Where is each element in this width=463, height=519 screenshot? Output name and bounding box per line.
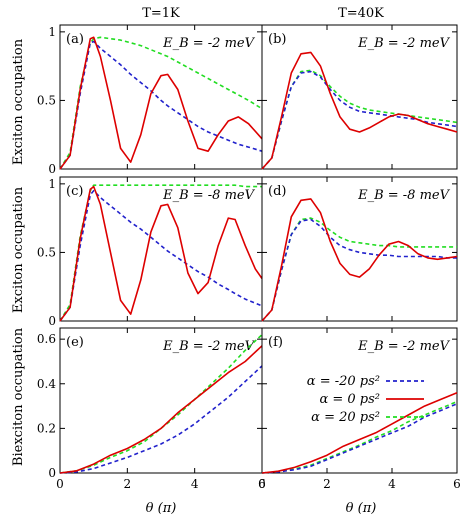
legend-label: α = 0 ps²: [319, 392, 380, 407]
xtick-label: 0: [258, 477, 266, 491]
ytick-label: 1: [48, 177, 56, 191]
xtick-label: 4: [388, 477, 396, 491]
binding-energy-label: E_B = -2 meV: [357, 36, 451, 51]
ytick-label: 0.6: [37, 332, 56, 346]
ytick-label: 0: [48, 314, 56, 328]
xtick-label: 0: [56, 477, 64, 491]
series-line-2: [59, 334, 263, 474]
ylabel-row-2: Exciton occupation: [11, 186, 26, 313]
series-line-2: [59, 36, 263, 170]
ytick-label: 0: [48, 466, 56, 480]
panel-frame: [261, 24, 458, 170]
series-line-1: [261, 51, 458, 170]
series-line-1: [59, 345, 263, 474]
panel-c: 0 0.5 1 (c) E_B = -8 meV: [37, 176, 263, 328]
column-title-40k: T=40K: [338, 6, 384, 21]
xlabel-left: θ (π): [146, 501, 177, 516]
binding-energy-label: E_B = -2 meV: [162, 339, 256, 354]
series-line-1: [261, 391, 458, 474]
xlabel-right: θ (π): [346, 501, 377, 516]
series-line-2: [261, 69, 458, 170]
panel-label: (e): [66, 335, 84, 350]
series-line-0: [261, 218, 457, 322]
xtick-label: 6: [258, 477, 266, 491]
panel-label: (d): [268, 184, 286, 199]
legend: α = -20 ps² α = 0 ps² α = 20 ps²: [307, 374, 424, 425]
series-line-0: [261, 70, 458, 170]
ytick-label: 0.2: [37, 421, 56, 435]
ytick-label: 0.5: [37, 93, 56, 107]
panel-frame: [261, 176, 458, 322]
binding-energy-label: E_B = -8 meV: [357, 188, 451, 203]
binding-energy-label: E_B = -2 meV: [357, 339, 451, 354]
xtick-label: 6: [453, 477, 461, 491]
series-line-1: [59, 185, 263, 322]
series-line-0: [59, 40, 263, 170]
xtick-label: 2: [124, 477, 132, 491]
series-line-0: [59, 189, 263, 322]
series-line-1: [59, 36, 263, 170]
column-title-1k: T=1K: [142, 6, 180, 21]
panel-a: 0 0.5 1 (a) E_B = -2 meV: [37, 24, 263, 176]
ytick-label: 0.5: [37, 245, 56, 259]
binding-energy-label: E_B = -8 meV: [162, 188, 256, 203]
ytick-label: 0.4: [37, 377, 56, 391]
panel-f: 0 2 4 6 (f) E_B = -2 meV: [258, 327, 461, 491]
panel-frame: [261, 327, 458, 474]
xtick-label: 4: [191, 477, 199, 491]
xtick-label: 2: [323, 477, 331, 491]
ytick-label: 0: [48, 162, 56, 176]
ylabel-row-1: Exciton occupation: [11, 38, 26, 165]
ytick-label: 1: [48, 25, 56, 39]
panel-b: (b) E_B = -2 meV: [261, 24, 458, 170]
series-line-0: [59, 365, 263, 474]
panel-label: (f): [268, 335, 283, 350]
panel-label: (a): [66, 32, 84, 47]
panel-d: (d) E_B = -8 meV: [261, 176, 458, 322]
panel-label: (c): [66, 184, 83, 199]
legend-label: α = 20 ps²: [311, 410, 380, 425]
binding-energy-label: E_B = -2 meV: [162, 36, 256, 51]
panel-label: (b): [268, 32, 286, 47]
ylabel-row-3: Biexciton occupation: [11, 327, 26, 466]
panel-e: 0 0.2 0.4 0.6 0 2 4 6 (e) E_B = -2 meV: [37, 327, 266, 491]
legend-label: α = -20 ps²: [307, 374, 380, 389]
series-line-1: [261, 198, 458, 322]
